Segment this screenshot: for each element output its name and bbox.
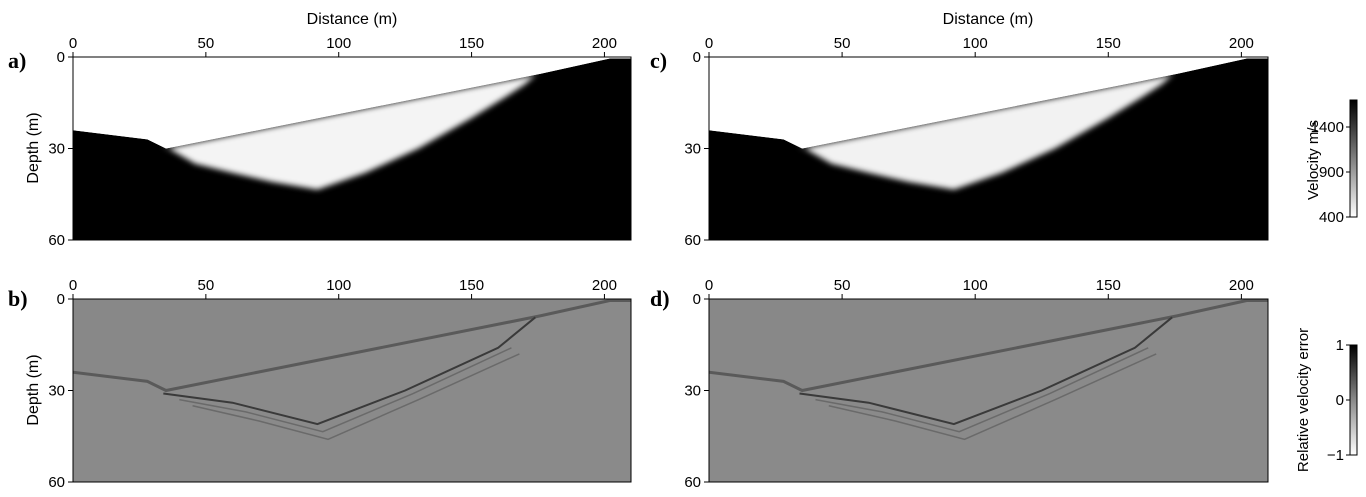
y-ticks: 0 30 60 (48, 49, 73, 249)
x-tick-label: 100 (326, 277, 351, 294)
y-tick-label: 30 (48, 383, 65, 400)
colorbar-label: Relative velocity error (1295, 328, 1312, 472)
panel-label: b) (8, 286, 28, 311)
y-tick-label: 0 (57, 49, 65, 66)
y-tick-label: 60 (684, 232, 701, 249)
surface-line (73, 299, 631, 393)
low-velocity-zone (163, 73, 541, 190)
plot-area (73, 57, 631, 240)
x-ticks: 0 50 100 150 200 (705, 35, 1254, 57)
x-tick-label: 150 (1096, 35, 1121, 52)
heatmap-marks (708, 298, 1269, 483)
y-tick-label: 0 (693, 291, 701, 308)
air-mask (709, 57, 1268, 149)
x-tick-label: 0 (69, 35, 77, 52)
x-tick-label: 150 (1096, 277, 1121, 294)
x-tick-label: 100 (326, 35, 351, 52)
x-ticks: 0 50 100 150 200 (705, 277, 1254, 299)
y-tick-label: 30 (684, 141, 701, 158)
x-tick-label: 50 (198, 35, 215, 52)
error-line (828, 353, 1157, 441)
y-tick-label: 60 (684, 474, 701, 491)
panel-label: a) (8, 48, 26, 73)
panel-b: b) Depth (m) 0 50 100 150 200 0 30 60 (8, 277, 632, 491)
heatmap-marks (72, 56, 632, 241)
y-ticks: 0 30 60 (48, 291, 73, 491)
colorbar-tick-label: 0 (1336, 392, 1344, 409)
colorbar-error: Relative velocity error 1 0 −1 (1295, 328, 1358, 472)
error-line (799, 316, 1173, 426)
x-tick-label: 100 (963, 35, 988, 52)
y-ticks: 0 30 60 (684, 291, 709, 491)
panel-c: c) Distance (m) 0 50 100 150 200 0 30 60 (650, 11, 1269, 249)
error-line (179, 347, 512, 433)
plot-area (709, 57, 1268, 240)
x-ticks: 0 50 100 150 200 (69, 277, 617, 299)
x-tick-label: 200 (592, 277, 617, 294)
y-tick-label: 60 (48, 474, 65, 491)
panel-a: a) Distance (m) Depth (m) 0 50 100 150 200 0… (8, 11, 632, 249)
plot-area (73, 299, 631, 482)
panel-d: d) 0 50 100 150 200 0 30 60 (650, 277, 1269, 491)
heatmap-marks (72, 298, 632, 483)
y-tick-label: 30 (48, 141, 65, 158)
colorbar-tick-label: 1 (1336, 337, 1344, 354)
colorbar-velocity: Velocity m/s 1400 900 400 (1305, 99, 1358, 226)
x-tick-label: 200 (1229, 277, 1254, 294)
x-tick-label: 0 (705, 277, 713, 294)
y-axis-label: Depth (m) (25, 112, 42, 183)
x-tick-label: 100 (963, 277, 988, 294)
heatmap-marks (708, 56, 1269, 241)
x-tick-label: 0 (69, 277, 77, 294)
x-tick-label: 150 (459, 35, 484, 52)
plot-area (709, 299, 1268, 482)
x-axis-label: Distance (m) (943, 11, 1034, 28)
subsurface-region (73, 300, 631, 482)
y-tick-label: 30 (684, 383, 701, 400)
x-tick-label: 150 (459, 277, 484, 294)
colorbar-ticks: 1 0 −1 (1327, 337, 1350, 464)
air-mask (73, 57, 631, 149)
subsurface-region (709, 300, 1268, 482)
x-tick-label: 50 (834, 277, 851, 294)
x-ticks: 0 50 100 150 200 (69, 35, 617, 57)
colorbar-ticks: 1400 900 400 (1311, 119, 1350, 226)
x-tick-label: 0 (705, 35, 713, 52)
y-axis-label: Depth (m) (25, 354, 42, 425)
x-tick-label: 200 (592, 35, 617, 52)
colorbar-gradient (1349, 99, 1358, 218)
colorbar-label: Velocity m/s (1305, 120, 1322, 200)
x-tick-label: 50 (198, 277, 215, 294)
y-tick-label: 60 (48, 232, 65, 249)
surface-line (709, 299, 1268, 393)
y-tick-label: 0 (57, 291, 65, 308)
colorbar-tick-label: 1400 (1311, 119, 1344, 136)
error-line (163, 316, 536, 426)
low-velocity-zone (799, 73, 1178, 190)
colorbar-tick-label: −1 (1327, 447, 1344, 464)
colorbar-gradient (1349, 344, 1358, 456)
x-tick-label: 50 (834, 35, 851, 52)
x-tick-label: 200 (1229, 35, 1254, 52)
error-line (192, 353, 520, 441)
colorbar-tick-label: 400 (1319, 209, 1344, 226)
y-tick-label: 0 (693, 49, 701, 66)
panel-label: d) (650, 286, 670, 311)
error-line (815, 347, 1149, 433)
x-axis-label: Distance (m) (307, 11, 398, 28)
colorbar-tick-label: 900 (1319, 164, 1344, 181)
y-ticks: 0 30 60 (684, 49, 709, 249)
panel-label: c) (650, 48, 667, 73)
